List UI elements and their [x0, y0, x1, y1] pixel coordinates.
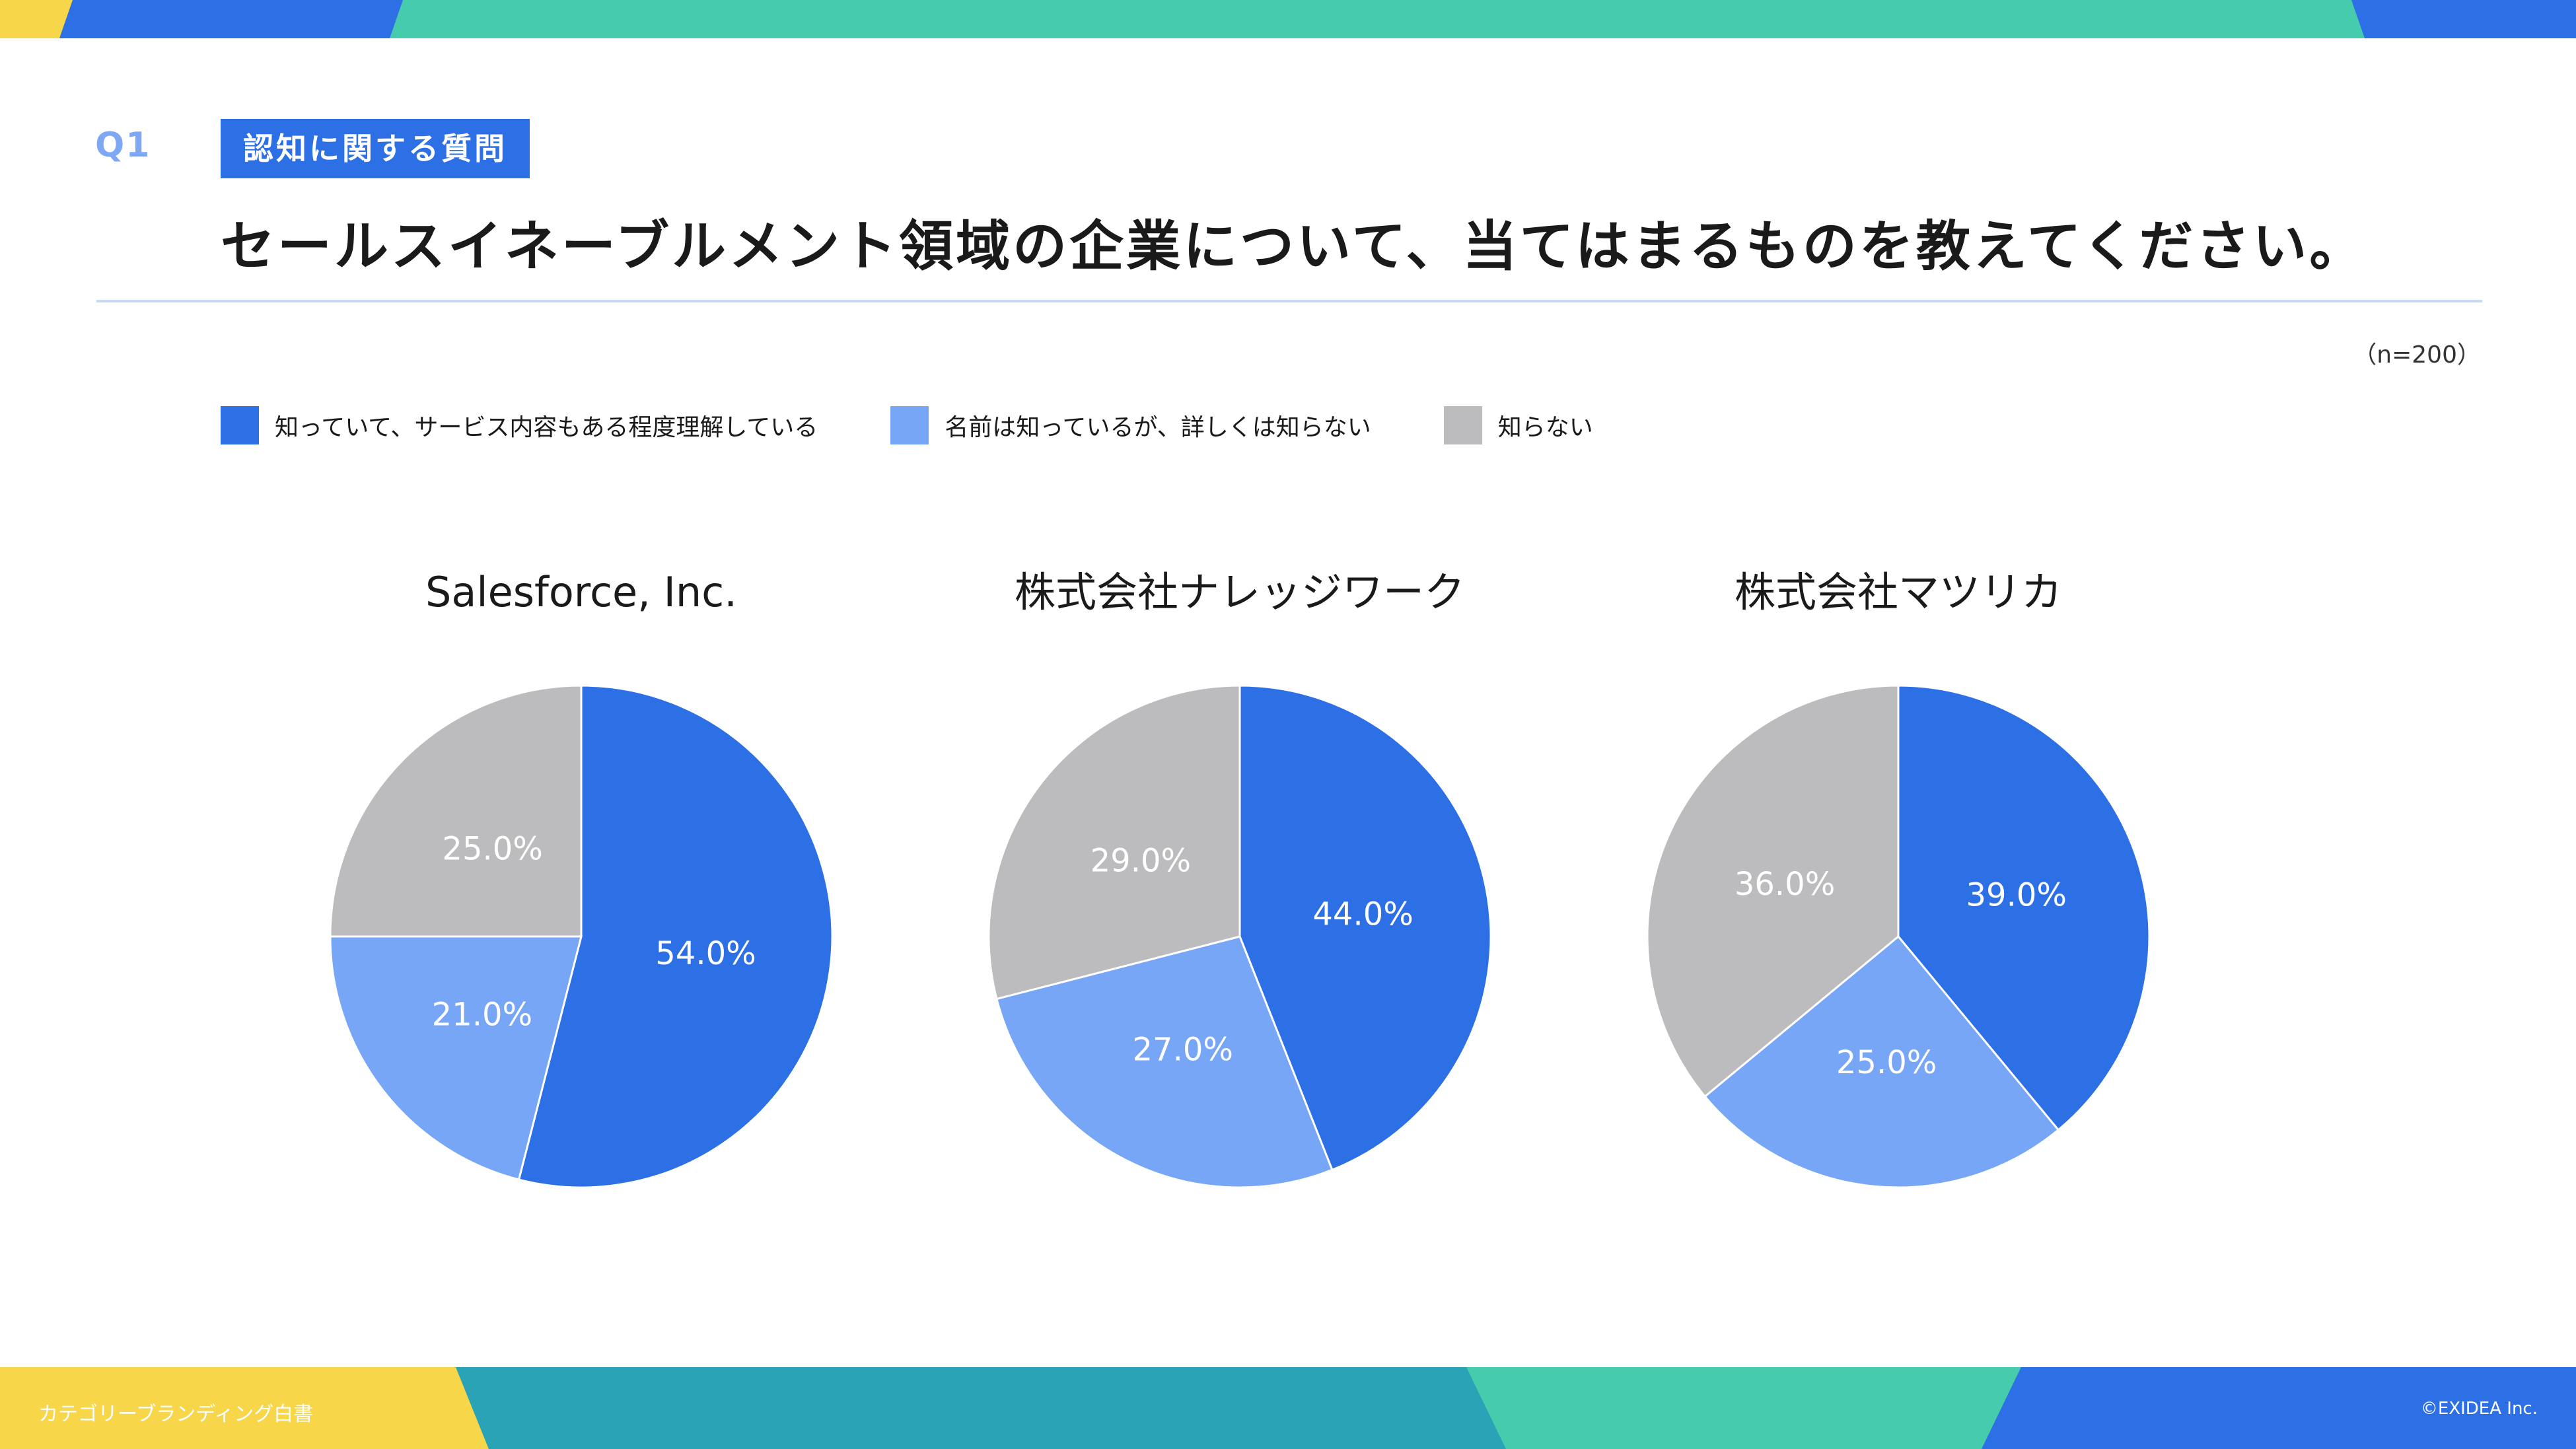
pie-slice-understand — [1238, 684, 1492, 1172]
footer-publication-title: カテゴリーブランディング白書 — [38, 1403, 314, 1426]
pie-data-label-name-only: 25.0% — [1836, 1044, 1937, 1081]
pie-slice-unknown — [987, 684, 1241, 1001]
category-badge: 認知に関する質問 — [221, 119, 530, 178]
legend-label-unknown: 知らない — [1497, 414, 1593, 441]
pie-slice-understand — [517, 684, 834, 1189]
pie-data-label-understand: 54.0% — [655, 935, 756, 972]
legend-label-name-only: 名前は知っているが、詳しくは知らない — [945, 414, 1371, 441]
sample-size-note: （n=200） — [2353, 341, 2481, 369]
pie-data-label-unknown: 36.0% — [1735, 866, 1835, 903]
pie-data-label-unknown: 29.0% — [1091, 843, 1191, 880]
pie-slice-understand — [1897, 684, 2151, 1131]
pie-data-label-name-only: 21.0% — [432, 996, 532, 1033]
pie-chart-title: Salesforce, Inc. — [425, 568, 737, 616]
top-band-graphic — [0, 0, 2576, 38]
pie-slice-unknown — [329, 684, 583, 938]
pie-data-label-understand: 39.0% — [1966, 877, 2067, 914]
bottom-decorative-band — [0, 1367, 2576, 1449]
pie-slice-name-only — [995, 935, 1334, 1189]
pie-chart-1: Salesforce, Inc. 54.0% 21.0% 25.0% — [329, 568, 834, 1189]
chart-legend: 知っていて、サービス内容もある程度理解している 名前は知っているが、詳しくは知ら… — [221, 404, 1666, 446]
pie-chart-title: 株式会社ナレッジワーク — [1015, 568, 1465, 616]
pie-slice-unknown — [1646, 684, 1900, 1098]
pie-data-label-understand: 44.0% — [1312, 896, 1413, 933]
legend-swatch-name-only — [890, 406, 929, 444]
top-decorative-band — [0, 0, 2576, 38]
pie-slice-name-only — [1703, 935, 2060, 1189]
pie-chart-2: 株式会社ナレッジワーク 44.0% 27.0% 29.0% — [987, 568, 1492, 1189]
pie-data-label-name-only: 27.0% — [1132, 1031, 1233, 1068]
pie-chart-title: 株式会社マツリカ — [1735, 568, 2062, 616]
legend-item-understand: 知っていて、サービス内容もある程度理解している — [221, 406, 818, 444]
footer-copyright: ©EXIDEA Inc. — [2420, 1399, 2538, 1419]
pie-slice-name-only — [329, 935, 583, 1181]
pie-data-label-unknown: 25.0% — [442, 831, 542, 868]
legend-swatch-understand — [221, 406, 259, 444]
legend-item-unknown: 知らない — [1443, 406, 1593, 444]
legend-item-name-only: 名前は知っているが、詳しくは知らない — [890, 406, 1371, 444]
question-number: Q1 — [95, 125, 151, 165]
legend-label-understand: 知っていて、サービス内容もある程度理解している — [275, 414, 818, 441]
header-divider — [96, 300, 2482, 302]
question-title: セールスイネーブルメント領域の企業について、当てはまるものを教えてください。 — [221, 215, 2367, 278]
pie-chart-3: 株式会社マツリカ 39.0% 25.0% 36.0% — [1646, 568, 2151, 1189]
legend-swatch-unknown — [1443, 406, 1482, 444]
bottom-band-graphic — [0, 1367, 2576, 1449]
